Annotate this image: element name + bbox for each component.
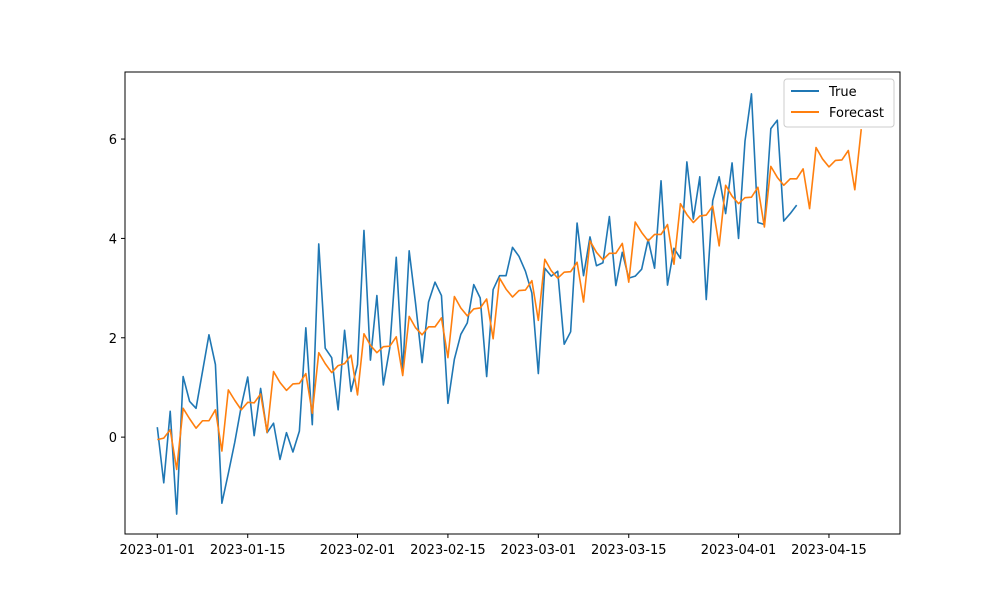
series-line-forecast <box>157 129 863 471</box>
y-tick-label: 2 <box>109 332 117 347</box>
y-tick-label: 0 <box>109 431 117 446</box>
x-tick-label: 2023-03-15 <box>591 543 667 558</box>
y-tick-label: 4 <box>109 232 117 247</box>
y-tick-label: 6 <box>109 133 117 148</box>
x-tick-label: 2023-02-01 <box>320 543 396 558</box>
x-tick-label: 2023-02-15 <box>410 543 486 558</box>
y-axis: 0 2 4 6 <box>109 133 125 446</box>
series-layer <box>156 93 863 515</box>
x-tick-label: 2023-04-01 <box>701 543 777 558</box>
legend-label-true: True <box>828 85 857 100</box>
x-tick-label: 2023-01-15 <box>210 543 286 558</box>
x-axis: 2023-01-01 2023-01-15 2023-02-01 2023-02-15… <box>120 534 867 558</box>
x-tick-label: 2023-03-01 <box>501 543 577 558</box>
legend: True Forecast <box>783 78 895 128</box>
x-tick-label: 2023-01-01 <box>120 543 196 558</box>
x-tick-label: 2023-04-15 <box>791 543 867 558</box>
plot-background <box>125 72 900 534</box>
legend-label-forecast: Forecast <box>829 106 884 121</box>
plot-frame <box>124 71 901 535</box>
